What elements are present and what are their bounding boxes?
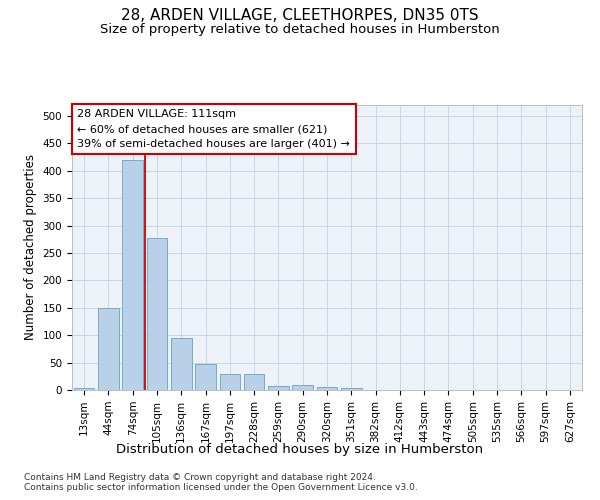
- Text: Contains public sector information licensed under the Open Government Licence v3: Contains public sector information licen…: [24, 482, 418, 492]
- Bar: [122, 160, 143, 390]
- Text: Contains HM Land Registry data © Crown copyright and database right 2024.: Contains HM Land Registry data © Crown c…: [24, 472, 376, 482]
- Text: Distribution of detached houses by size in Humberston: Distribution of detached houses by size …: [116, 442, 484, 456]
- Bar: [317, 388, 337, 390]
- Bar: [244, 374, 265, 390]
- Bar: [74, 388, 94, 390]
- Text: 28, ARDEN VILLAGE, CLEETHORPES, DN35 0TS: 28, ARDEN VILLAGE, CLEETHORPES, DN35 0TS: [121, 8, 479, 22]
- Bar: [171, 338, 191, 390]
- Bar: [195, 364, 216, 390]
- Bar: [220, 374, 240, 390]
- Bar: [98, 308, 119, 390]
- Bar: [146, 238, 167, 390]
- Bar: [292, 384, 313, 390]
- Text: 28 ARDEN VILLAGE: 111sqm
← 60% of detached houses are smaller (621)
39% of semi-: 28 ARDEN VILLAGE: 111sqm ← 60% of detach…: [77, 110, 350, 149]
- Y-axis label: Number of detached properties: Number of detached properties: [24, 154, 37, 340]
- Text: Size of property relative to detached houses in Humberston: Size of property relative to detached ho…: [100, 22, 500, 36]
- Bar: [341, 388, 362, 390]
- Bar: [268, 386, 289, 390]
